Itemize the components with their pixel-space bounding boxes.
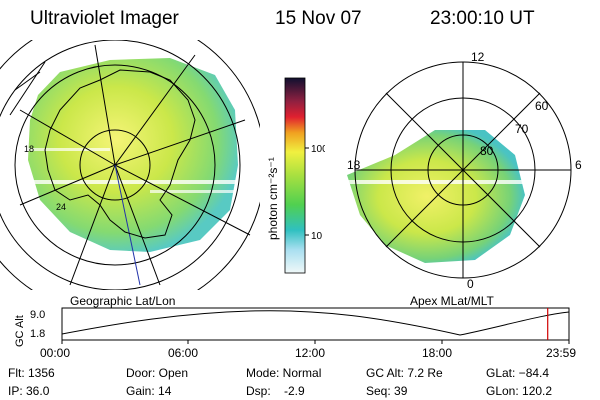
mlat-label-60: 60	[535, 99, 549, 113]
altitude-xtick-0600: 06:00	[168, 346, 198, 360]
altitude-xtick-2359: 23:59	[546, 346, 576, 360]
mlat-label-70: 70	[515, 122, 529, 136]
gain-value: Gain: 14	[126, 384, 172, 398]
mlat-label-80: 80	[480, 144, 494, 158]
flight-number: Flt: 1356	[8, 366, 55, 380]
left-edge-label-24: 24	[56, 202, 66, 212]
left-uv-image	[28, 58, 238, 252]
altitude-ytick-high: 9.0	[30, 309, 45, 321]
date-label: 15 Nov 07	[275, 8, 362, 29]
altitude-plot: GC Alt 9.0 1.8 00:00 06:00 12:00 18:00 2…	[14, 307, 576, 360]
left-edge-label-18: 18	[24, 144, 34, 154]
altitude-xtick-1800: 18:00	[422, 346, 452, 360]
geographic-latitude: GLat: −84.4	[486, 366, 550, 380]
sequence-number: Seq: 39	[366, 384, 408, 398]
colorbar-unit-label: photon cm⁻²s⁻¹	[266, 157, 280, 240]
coastline	[44, 69, 196, 239]
left-map-caption: Geographic Lat/Lon	[70, 294, 176, 308]
colorbar: 100 10 photon cm⁻²s⁻¹	[266, 77, 325, 274]
right-map-caption: Apex MLat/MLT	[410, 294, 494, 308]
altitude-xtick-0000: 00:00	[40, 346, 70, 360]
mode-value: Mode: Normal	[246, 366, 322, 380]
mlt-label-0: 0	[467, 277, 474, 291]
altitude-ytick-low: 1.8	[30, 328, 45, 340]
dsp-value: Dsp: -2.9	[246, 384, 305, 398]
altitude-curve	[61, 310, 570, 336]
mlt-label-6: 6	[575, 158, 582, 172]
gc-altitude: GC Alt: 7.2 Re	[366, 366, 443, 380]
ip-value: IP: 36.0	[8, 384, 50, 398]
instrument-title: Ultraviolet Imager	[30, 8, 179, 29]
magnetic-polar-plot: 12 6 18 0 60 70 80	[343, 50, 582, 291]
geographic-map: 18 24	[0, 40, 260, 290]
door-status: Door: Open	[126, 366, 189, 380]
mlt-label-18: 18	[347, 158, 361, 172]
time-label: 23:00:10 UT	[430, 8, 535, 29]
colorbar-tick-10: 10	[311, 231, 323, 242]
altitude-xtick-1200: 12:00	[295, 346, 325, 360]
mlt-label-12: 12	[471, 50, 485, 64]
geographic-longitude: GLon: 120.2	[486, 384, 553, 398]
colorbar-tick-100: 100	[311, 144, 325, 155]
altitude-ylabel: GC Alt	[14, 315, 26, 347]
